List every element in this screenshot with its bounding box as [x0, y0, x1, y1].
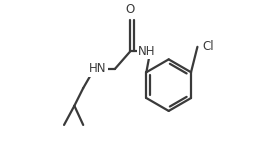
Text: HN: HN [89, 62, 107, 75]
Text: NH: NH [138, 45, 155, 58]
Text: Cl: Cl [202, 40, 214, 53]
Text: O: O [126, 3, 135, 16]
